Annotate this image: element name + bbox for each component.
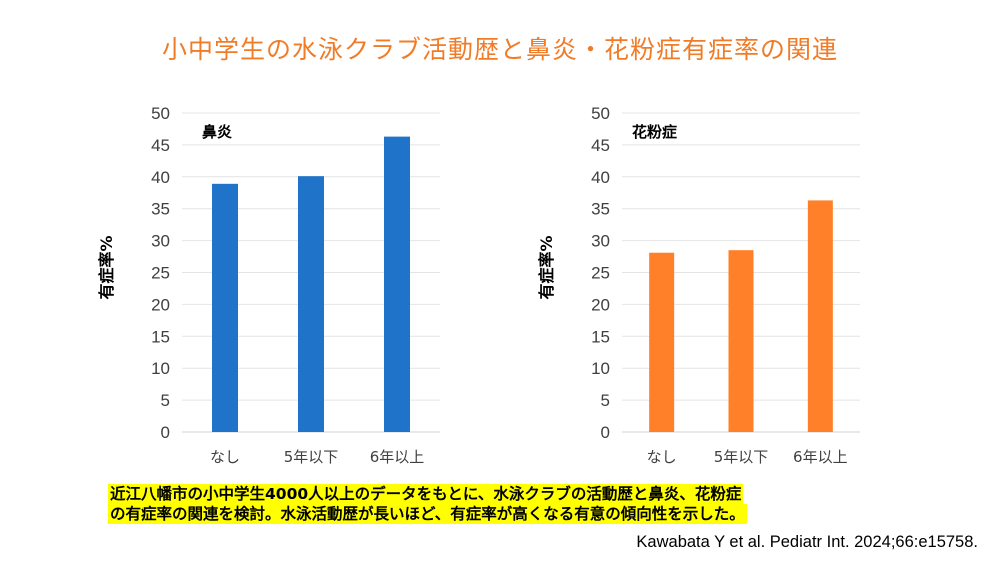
y-tick-label: 20 — [591, 295, 610, 314]
y-tick-label: 45 — [151, 136, 170, 155]
y-tick-label: 50 — [591, 104, 610, 123]
bar-0 — [212, 183, 238, 432]
summary-line-1: 近江八幡市の小中学生4000人以上のデータをもとに、水泳クラブの活動歴と鼻炎、花… — [108, 484, 744, 504]
y-tick-label: 35 — [151, 200, 170, 219]
y-tick-label: 20 — [151, 295, 170, 314]
x-category-label: 6年以上 — [370, 448, 425, 466]
y-tick-label: 5 — [601, 391, 610, 410]
chart-title: 鼻炎 — [202, 123, 232, 141]
y-tick-label: 40 — [151, 168, 170, 187]
chart-title: 花粉症 — [632, 123, 677, 141]
bar-0 — [649, 252, 675, 432]
x-category-label: 5年以下 — [714, 448, 769, 466]
bar-1 — [728, 250, 754, 432]
y-tick-label: 50 — [151, 104, 170, 123]
x-category-label: なし — [210, 448, 240, 466]
x-category-label: 6年以上 — [793, 448, 848, 466]
bar-2 — [807, 200, 833, 432]
x-category-label: 5年以下 — [284, 448, 339, 466]
y-tick-label: 10 — [151, 359, 170, 378]
summary-line-2: の有症率の関連を検討。水泳活動歴が長いほど、有症率が高くなる有意の傾向性を示した… — [108, 504, 747, 524]
y-tick-label: 15 — [591, 327, 610, 346]
bar-2 — [384, 136, 410, 432]
citation: Kawabata Y et al. Pediatr Int. 2024;66:e… — [636, 533, 978, 551]
y-tick-label: 30 — [151, 232, 170, 251]
y-tick-label: 25 — [151, 264, 170, 283]
y-tick-label: 25 — [591, 264, 610, 283]
y-tick-label: 40 — [591, 168, 610, 187]
summary-text: 近江八幡市の小中学生4000人以上のデータをもとに、水泳クラブの活動歴と鼻炎、花… — [108, 484, 747, 524]
y-tick-label: 10 — [591, 359, 610, 378]
x-category-label: なし — [647, 448, 677, 466]
y-tick-label: 0 — [161, 423, 170, 442]
slide-title: 小中学生の水泳クラブ活動歴と鼻炎・花粉症有症率の関連 — [161, 35, 838, 64]
y-tick-label: 45 — [591, 136, 610, 155]
y-axis-label: 有症率% — [97, 235, 116, 299]
y-axis-label: 有症率% — [537, 235, 556, 299]
y-tick-label: 15 — [151, 327, 170, 346]
pollinosis-chart: 0 5 10 15 20 25 30 35 40 45 50 なし 5年以下 6年以上 花粉症有症率% — [537, 104, 860, 466]
y-tick-label: 30 — [591, 232, 610, 251]
y-tick-label: 35 — [591, 200, 610, 219]
y-tick-label: 0 — [601, 423, 610, 442]
bar-1 — [298, 176, 324, 432]
y-tick-label: 5 — [161, 391, 170, 410]
